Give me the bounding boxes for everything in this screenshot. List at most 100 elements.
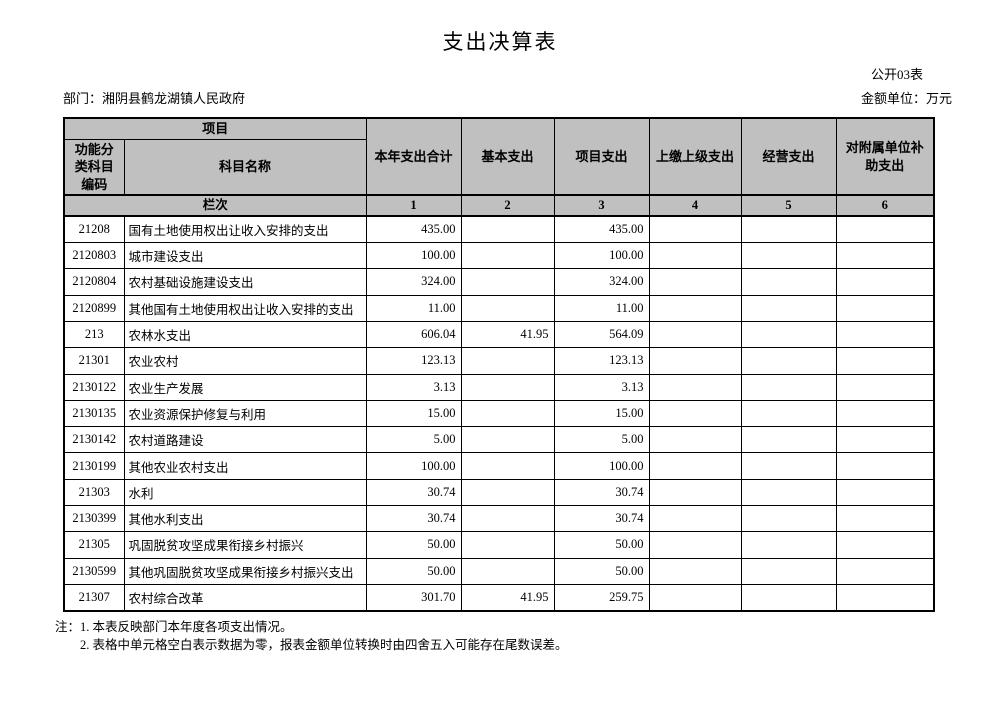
row-code: 2120899	[63, 294, 125, 322]
table-header: 项目 本年支出合计 基本支出 项目支出 上缴上级支出 经营支出 对附属单位补助支…	[63, 117, 935, 218]
column-index-3: 3	[553, 194, 650, 218]
row-value: 30.74	[365, 505, 462, 533]
row-code: 21305	[63, 531, 125, 559]
col-header-project-expenditure: 项目支出	[553, 117, 650, 196]
row-value	[648, 531, 742, 559]
column-index-4: 4	[648, 194, 742, 218]
row-value	[740, 347, 837, 375]
row-value	[460, 373, 555, 401]
row-value	[835, 583, 935, 612]
row-value	[740, 557, 837, 585]
note-line-1: 注：1. 本表反映部门本年度各项支出情况。	[55, 619, 293, 634]
row-code: 213	[63, 320, 125, 349]
row-value: 30.74	[365, 478, 462, 507]
row-value	[648, 452, 742, 480]
row-value	[460, 426, 555, 454]
col-header-total-expenditure: 本年支出合计	[365, 117, 462, 196]
row-value: 100.00	[553, 242, 650, 270]
row-value: 11.00	[365, 294, 462, 322]
row-subject-name: 国有土地使用权出让收入安排的支出	[123, 215, 367, 244]
row-subject-name: 城市建设支出	[123, 242, 367, 270]
row-value	[460, 347, 555, 375]
row-code: 2130399	[63, 505, 125, 533]
row-value: 15.00	[553, 399, 650, 428]
row-value: 41.95	[460, 583, 555, 612]
table-row: 2130199 其他农业农村支出 100.00 100.00	[63, 452, 935, 480]
row-value: 100.00	[553, 452, 650, 480]
row-subject-name: 其他水利支出	[123, 505, 367, 533]
row-value: 564.09	[553, 320, 650, 349]
row-code: 2130122	[63, 373, 125, 401]
row-value	[460, 268, 555, 296]
row-value	[460, 478, 555, 507]
row-value	[835, 399, 935, 428]
row-value	[648, 294, 742, 322]
row-value	[648, 373, 742, 401]
row-value	[835, 505, 935, 533]
row-code: 21303	[63, 478, 125, 507]
row-value	[648, 426, 742, 454]
row-value	[740, 426, 837, 454]
row-subject-name: 农业生产发展	[123, 373, 367, 401]
row-subject-name: 农村综合改革	[123, 583, 367, 612]
row-value: 11.00	[553, 294, 650, 322]
column-index-label: 栏次	[63, 194, 367, 218]
row-subject-name: 农村道路建设	[123, 426, 367, 454]
row-subject-name: 其他巩固脱贫攻坚成果衔接乡村振兴支出	[123, 557, 367, 585]
project-group-header: 项目	[63, 117, 367, 140]
row-value	[460, 242, 555, 270]
table-row: 2130122 农业生产发展 3.13 3.13	[63, 373, 935, 401]
row-subject-name: 巩固脱贫攻坚成果衔接乡村振兴	[123, 531, 367, 559]
row-value	[740, 215, 837, 244]
row-value	[835, 478, 935, 507]
row-value: 100.00	[365, 452, 462, 480]
row-value: 30.74	[553, 505, 650, 533]
row-value	[740, 399, 837, 428]
column-index-1: 1	[365, 194, 462, 218]
row-value	[835, 242, 935, 270]
row-value	[648, 399, 742, 428]
row-value	[740, 505, 837, 533]
row-code: 2130599	[63, 557, 125, 585]
row-value: 50.00	[365, 531, 462, 559]
row-value	[740, 452, 837, 480]
row-value: 435.00	[553, 215, 650, 244]
column-index-2: 2	[460, 194, 555, 218]
row-value	[835, 347, 935, 375]
row-value	[460, 215, 555, 244]
row-value	[648, 242, 742, 270]
row-value	[460, 557, 555, 585]
table-row: 2120803 城市建设支出 100.00 100.00	[63, 242, 935, 270]
row-value: 50.00	[553, 557, 650, 585]
header-row-group: 项目 本年支出合计 基本支出 项目支出 上缴上级支出 经营支出 对附属单位补助支…	[63, 117, 935, 196]
row-value	[648, 583, 742, 612]
row-value: 606.04	[365, 320, 462, 349]
meta-row: 部门：湘阴县鹤龙湖镇人民政府 金额单位：万元	[63, 88, 952, 107]
row-value	[835, 557, 935, 585]
table-row: 21305 巩固脱贫攻坚成果衔接乡村振兴 50.00 50.00	[63, 531, 935, 559]
table-row: 2130599 其他巩固脱贫攻坚成果衔接乡村振兴支出 50.00 50.00	[63, 557, 935, 585]
row-code: 2120804	[63, 268, 125, 296]
table-row: 2130142 农村道路建设 5.00 5.00	[63, 426, 935, 454]
row-value	[740, 478, 837, 507]
column-index-6: 6	[835, 194, 935, 218]
col-header-function-code: 功能分类科目编码	[63, 138, 125, 196]
row-value: 30.74	[553, 478, 650, 507]
row-value	[835, 215, 935, 244]
row-value	[835, 294, 935, 322]
col-header-subsidy-expenditure: 对附属单位补助支出	[835, 117, 935, 196]
department-label: 部门：湘阴县鹤龙湖镇人民政府	[63, 91, 246, 107]
row-subject-name: 水利	[123, 478, 367, 507]
row-value	[648, 478, 742, 507]
expenditure-table: 项目 本年支出合计 基本支出 项目支出 上缴上级支出 经营支出 对附属单位补助支…	[63, 117, 936, 612]
row-value	[740, 373, 837, 401]
col-header-operating-expenditure: 经营支出	[740, 117, 837, 196]
row-value	[648, 215, 742, 244]
table-row: 21307 农村综合改革 301.70 41.95 259.75	[63, 583, 935, 612]
col-header-subject-name: 科目名称	[123, 138, 367, 196]
row-value: 3.13	[553, 373, 650, 401]
table-notes: 注：1. 本表反映部门本年度各项支出情况。 2. 表格中单元格空白表示数据为零，…	[55, 618, 1000, 654]
row-value: 435.00	[365, 215, 462, 244]
row-value: 3.13	[365, 373, 462, 401]
note-line-2: 2. 表格中单元格空白表示数据为零，报表金额单位转换时由四舍五入可能存在尾数误差…	[80, 637, 568, 652]
